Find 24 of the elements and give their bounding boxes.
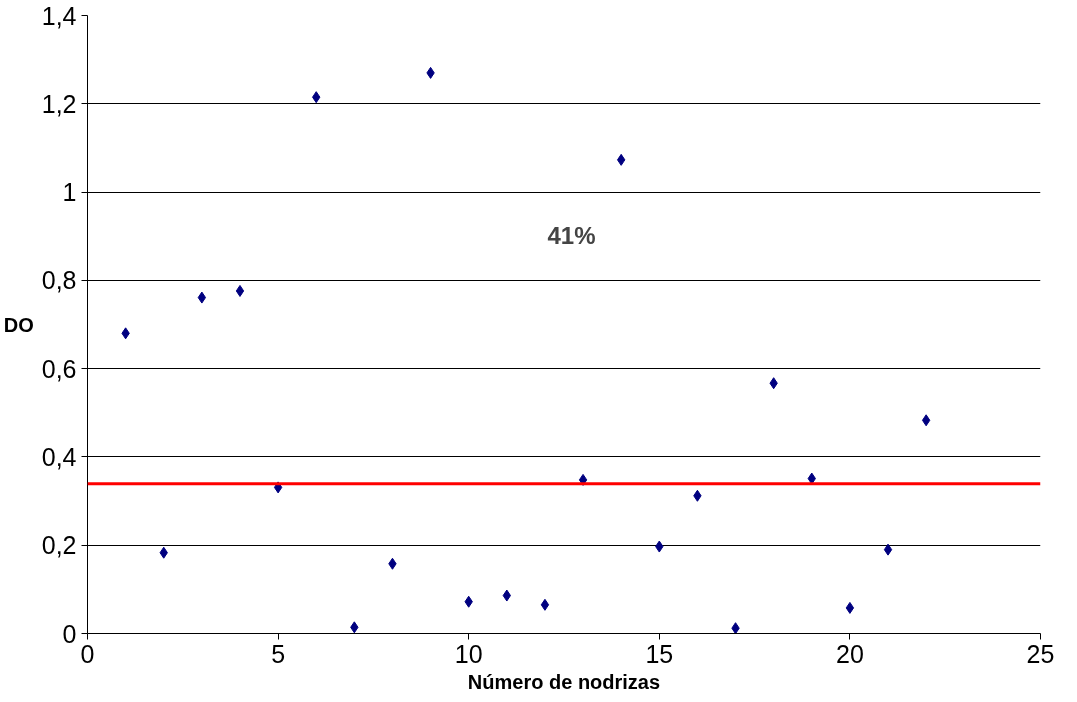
x-axis-title: Número de nodrizas [467,670,661,693]
y-tick-label: 0 [62,619,77,648]
annotation: 41% [547,221,596,249]
point [197,291,207,304]
x-tick-label: 5 [271,639,286,668]
x-tick-label: 25 [1026,639,1055,668]
x-tick-label: 0 [80,639,95,668]
y-tick-label: 0,6 [41,354,77,383]
x-tick-label: 15 [645,639,674,668]
y-tick-label: 1 [62,178,77,207]
point [845,601,855,614]
y-tick-label: 0,8 [41,266,77,295]
y-tick-label: 1,2 [41,89,77,118]
point [540,598,550,611]
point [921,414,931,427]
x-tick-label: 10 [454,639,483,668]
y-tick-label: 1,4 [41,1,77,30]
y-axis-title: DO [3,313,34,336]
x-tick-label: 20 [836,639,864,668]
point [235,284,245,297]
point [731,622,740,634]
y-tick-label: 0,2 [41,531,77,560]
y-tick-label: 0,4 [41,442,77,471]
point [883,543,893,556]
